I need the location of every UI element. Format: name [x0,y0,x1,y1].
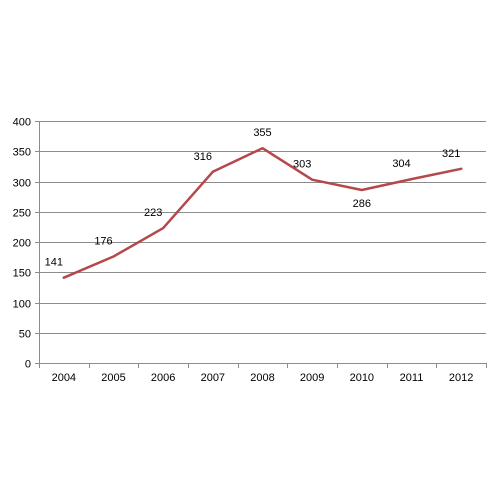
data-label: 176 [94,236,112,248]
y-tick-label: 200 [13,238,31,250]
data-label: 141 [45,257,63,269]
data-labels: 141 176 223 316 355 303 286 304 321 [45,127,461,268]
data-label: 355 [253,127,271,139]
x-tick-label: 2005 [101,372,125,384]
x-axis: 2004 2005 2006 2007 2008 2009 2010 2011 2012 [39,363,487,384]
y-tick-label: 0 [25,359,31,371]
x-tick-label: 2006 [151,372,175,384]
series-group [62,146,463,279]
y-tick-label: 150 [13,268,31,280]
y-axis: 0 50 100 150 200 250 300 350 400 [13,117,40,371]
y-tick-label: 300 [13,178,31,190]
x-tick-label: 2008 [250,372,274,384]
x-tick-label: 2004 [52,372,76,384]
y-tick-label: 350 [13,147,31,159]
x-tick-label: 2012 [449,372,473,384]
grid-lines [35,121,486,364]
data-label: 304 [392,158,410,170]
x-tick-label: 2009 [300,372,324,384]
series-line [62,146,463,279]
y-tick-label: 50 [19,329,31,341]
data-label: 223 [144,207,162,219]
y-tick-label: 400 [13,117,31,129]
x-tick-label: 2007 [201,372,225,384]
x-tick-label: 2011 [400,372,424,384]
x-tick-label: 2010 [350,372,374,384]
data-label: 303 [293,159,311,171]
data-label: 321 [442,148,460,160]
y-tick-label: 100 [13,299,31,311]
data-label: 316 [194,151,212,163]
data-label: 286 [353,198,371,210]
y-tick-label: 250 [13,208,31,220]
